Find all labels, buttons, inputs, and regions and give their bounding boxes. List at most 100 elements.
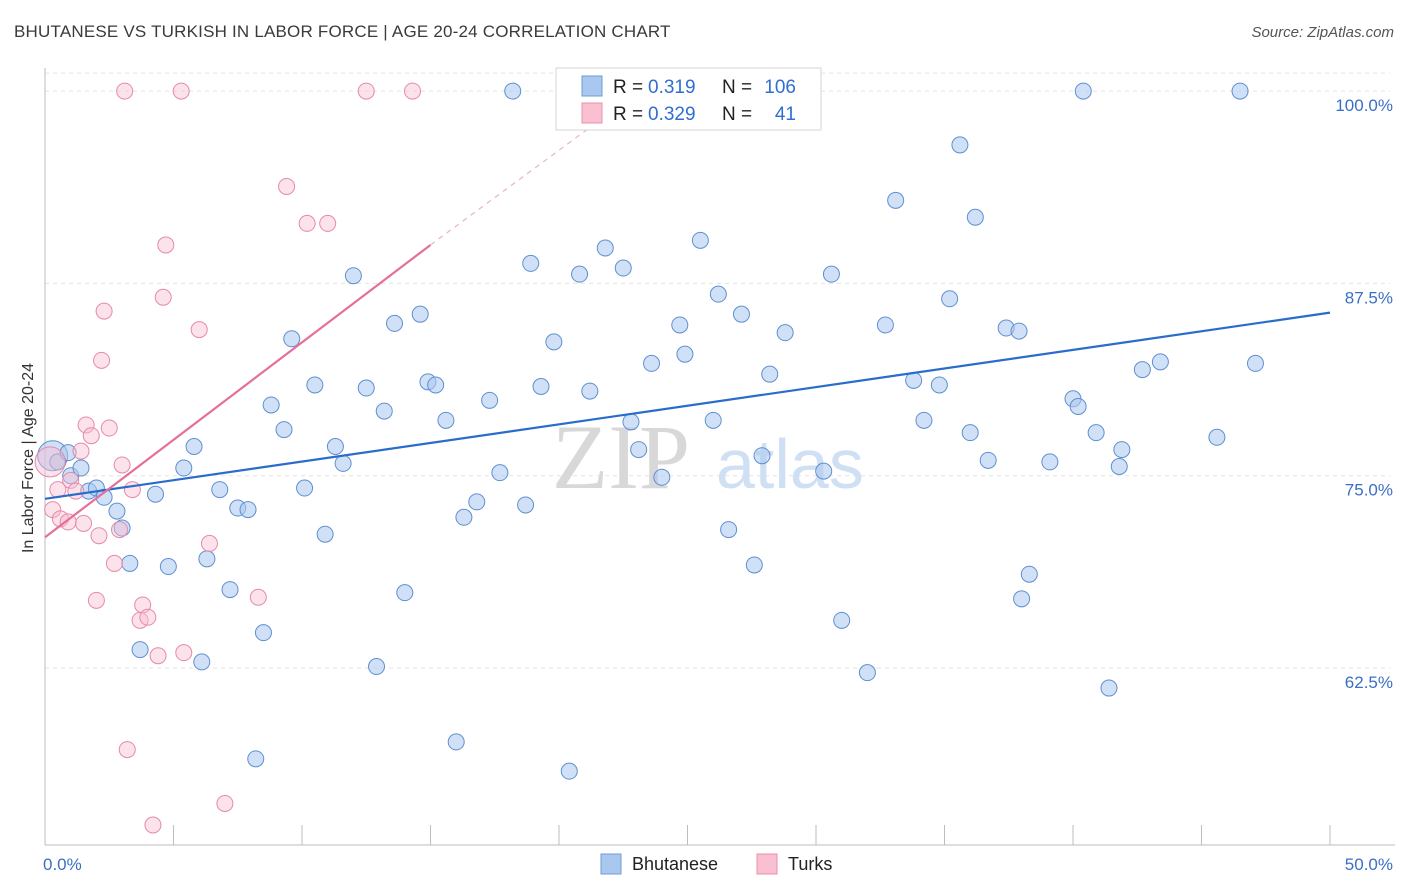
- bhutanese-point: [961, 424, 979, 442]
- bhutanese-point: [283, 330, 301, 348]
- bhutanese-point: [560, 762, 578, 780]
- bhutanese-point: [72, 459, 90, 477]
- bhutanese-point: [306, 376, 324, 394]
- bhutanese-point: [247, 750, 265, 768]
- turks-point: [77, 416, 95, 434]
- bhutanese-point: [254, 624, 272, 642]
- turks-point: [139, 608, 157, 626]
- bhutanese-point: [622, 413, 640, 431]
- bhutanese-point: [427, 376, 445, 394]
- y-tick-label: 87.5%: [1345, 288, 1393, 307]
- turks-point: [216, 794, 234, 812]
- bhutanese-point: [491, 464, 509, 482]
- y-axis-label: In Labor Force | Age 20-24: [20, 363, 37, 553]
- bhutanese-point: [1013, 590, 1031, 608]
- y-tick-label: 100.0%: [1335, 96, 1393, 115]
- bhutanese-point: [1110, 458, 1128, 476]
- turks-point: [249, 588, 267, 606]
- turks-point: [149, 647, 167, 665]
- bhutanese-point: [709, 285, 727, 303]
- turks-point: [93, 351, 111, 369]
- bhutanese-point: [753, 447, 771, 465]
- turks-point: [172, 82, 190, 100]
- grid-lines: [45, 72, 1390, 669]
- turks-point: [298, 214, 316, 232]
- bhutanese-point: [396, 584, 414, 602]
- bhutanese-point: [198, 550, 216, 568]
- bhutanese-point: [1113, 441, 1131, 459]
- turks-point: [154, 288, 172, 306]
- bhutanese-point: [614, 259, 632, 277]
- bhutanese-point: [941, 290, 959, 308]
- turks-point: [278, 177, 296, 195]
- bhutanese-point: [732, 305, 750, 323]
- turks-legend-swatch: [581, 102, 603, 124]
- legend-box: R = 0.319 N = 106 R = 0.329 N = 41: [555, 67, 822, 131]
- source-label: Source: ZipAtlas.com: [1251, 24, 1394, 41]
- bhutanese-point: [1020, 565, 1038, 583]
- bhutanese-point: [822, 265, 840, 283]
- legend-n-label: N =: [722, 104, 752, 125]
- turks-point: [100, 419, 118, 437]
- bhutanese-point: [375, 402, 393, 420]
- bhutanese-point: [545, 333, 563, 351]
- x-tick-label: 50.0%: [1345, 855, 1393, 874]
- bhutanese-point: [1246, 354, 1264, 372]
- chart-title: BHUTANESE VS TURKISH IN LABOR FORCE | AG…: [14, 22, 671, 41]
- bhutanese-point: [1208, 428, 1226, 446]
- turks-bottom-label: Turks: [788, 854, 832, 874]
- bhutanese-point: [522, 254, 540, 272]
- bhutanese-point: [691, 231, 709, 249]
- bhutanese-point: [704, 411, 722, 429]
- turks-point: [82, 427, 100, 445]
- bhutanese-point: [411, 305, 429, 323]
- bhutanese-point: [532, 377, 550, 395]
- turks-point: [111, 521, 129, 539]
- turks-point: [157, 236, 175, 254]
- bhutanese-point: [1041, 453, 1059, 471]
- legend-n-label: N =: [722, 77, 752, 98]
- turks-trend-extension: [430, 121, 598, 246]
- bhutanese-point: [481, 391, 499, 409]
- bhutanese-point: [504, 82, 522, 100]
- bhutanese-bottom-label: Bhutanese: [632, 854, 718, 874]
- bhutanese-point: [951, 136, 969, 154]
- bhutanese-point: [517, 496, 535, 514]
- bhutanese-point: [316, 525, 334, 543]
- y-tick-label: 75.0%: [1345, 481, 1393, 500]
- legend-r-value: 0.319: [648, 77, 696, 98]
- turks-point: [87, 591, 105, 609]
- turks-bottom-swatch: [756, 853, 778, 875]
- turks-point: [75, 514, 93, 532]
- turks-point: [67, 482, 85, 500]
- x-tick-label: 0.0%: [43, 855, 82, 874]
- bhutanese-point: [368, 658, 386, 676]
- bhutanese-point: [275, 421, 293, 439]
- bhutanese-point: [966, 208, 984, 226]
- bhutanese-point: [147, 485, 165, 503]
- legend-n-value: 106: [764, 77, 796, 98]
- bhutanese-point: [131, 641, 149, 659]
- bhutanese-point: [455, 508, 473, 526]
- bhutanese-point: [1133, 361, 1151, 379]
- trend-lines: [44, 121, 1331, 539]
- bhutanese-point: [159, 558, 177, 576]
- bhutanese-point: [833, 611, 851, 629]
- bhutanese-point: [776, 324, 794, 342]
- turks-point: [190, 321, 208, 339]
- bhutanese-point: [571, 265, 589, 283]
- bhutanese-point: [815, 462, 833, 480]
- bhutanese-point: [468, 493, 486, 511]
- bhutanese-point: [745, 556, 763, 574]
- bhutanese-point: [671, 316, 689, 334]
- bhutanese-point: [915, 411, 933, 429]
- bhutanese-point: [630, 441, 648, 459]
- tick-labels: 100.0% 87.5% 75.0% 62.5% 0.0% 50.0%: [43, 96, 1393, 874]
- bhutanese-point: [108, 502, 126, 520]
- bhutanese-point: [334, 454, 352, 472]
- bhutanese-point: [357, 379, 375, 397]
- bhutanese-point: [296, 479, 314, 497]
- bhutanese-point: [193, 653, 211, 671]
- turks-point: [105, 554, 123, 572]
